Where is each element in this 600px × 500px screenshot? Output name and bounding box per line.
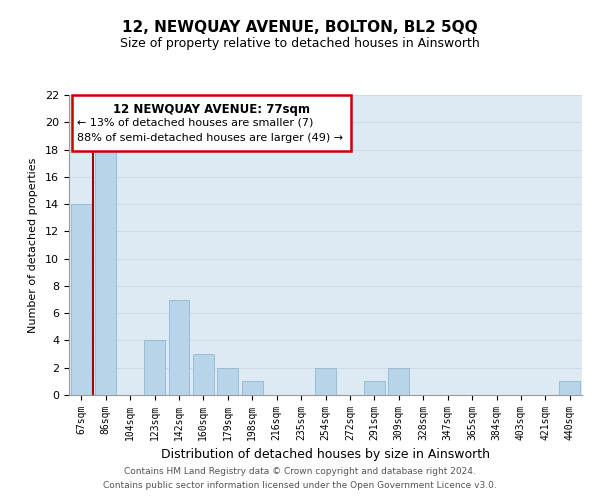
Bar — [388, 368, 409, 395]
Text: Size of property relative to detached houses in Ainsworth: Size of property relative to detached ho… — [120, 37, 480, 50]
Y-axis label: Number of detached properties: Number of detached properties — [28, 158, 38, 332]
Bar — [193, 354, 214, 395]
FancyBboxPatch shape — [71, 95, 351, 150]
Bar — [95, 150, 116, 395]
X-axis label: Distribution of detached houses by size in Ainsworth: Distribution of detached houses by size … — [161, 448, 490, 462]
Bar — [169, 300, 190, 395]
Text: 12 NEWQUAY AVENUE: 77sqm: 12 NEWQUAY AVENUE: 77sqm — [113, 102, 310, 116]
Bar — [242, 382, 263, 395]
Bar — [364, 382, 385, 395]
Text: Contains HM Land Registry data © Crown copyright and database right 2024.: Contains HM Land Registry data © Crown c… — [124, 467, 476, 476]
Bar — [144, 340, 165, 395]
Bar — [217, 368, 238, 395]
Text: ← 13% of detached houses are smaller (7): ← 13% of detached houses are smaller (7) — [77, 118, 313, 128]
Bar — [315, 368, 336, 395]
Text: Contains public sector information licensed under the Open Government Licence v3: Contains public sector information licen… — [103, 480, 497, 490]
Text: 88% of semi-detached houses are larger (49) →: 88% of semi-detached houses are larger (… — [77, 132, 343, 142]
Bar — [71, 204, 92, 395]
Text: 12, NEWQUAY AVENUE, BOLTON, BL2 5QQ: 12, NEWQUAY AVENUE, BOLTON, BL2 5QQ — [122, 20, 478, 35]
Bar — [559, 382, 580, 395]
